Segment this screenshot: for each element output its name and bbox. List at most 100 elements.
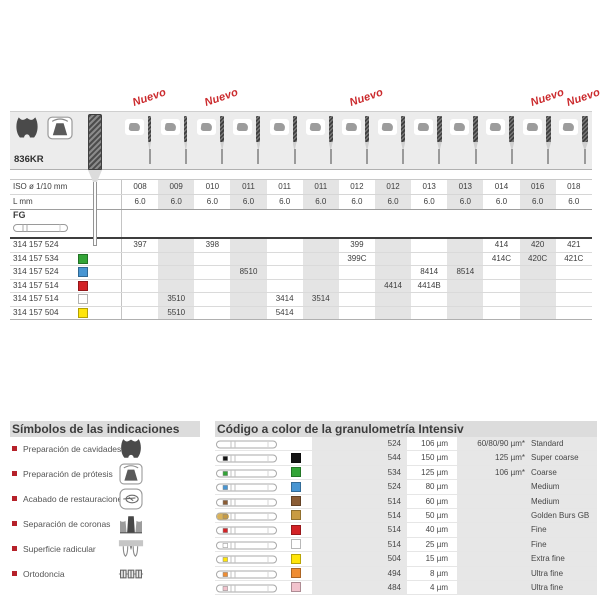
legend-code: 484	[312, 580, 407, 595]
bur-shank	[366, 149, 368, 164]
legend-extra-grain: 125 µm*	[457, 451, 527, 465]
legend-color-square	[291, 481, 301, 492]
bur-icon	[256, 116, 261, 164]
symbols-list: Preparación de cavidades Preparación de p…	[10, 437, 200, 587]
bur-neck	[220, 142, 224, 149]
symbol-label: Preparación de prótesis	[23, 469, 113, 479]
order-number-cell	[411, 239, 447, 252]
order-number-cell	[447, 293, 484, 306]
shank-type-label: FG	[13, 210, 26, 220]
bur-shank	[402, 149, 405, 164]
bur-shank	[438, 149, 441, 164]
symbol-item: Acabado de restauraciones	[10, 487, 200, 512]
bur-icon	[509, 116, 515, 164]
legend-color-cell	[289, 437, 312, 450]
length-value: 6.0	[351, 197, 363, 206]
legend-grain-size: 25 µm	[425, 539, 448, 549]
shank-cell	[303, 210, 339, 237]
legend-bur-icon	[215, 552, 289, 565]
legend-code: 514	[312, 523, 407, 537]
legend-grit-name: Fine	[527, 537, 597, 552]
legend-code: 534	[312, 465, 407, 480]
bur-shank	[184, 149, 187, 164]
order-number-cell	[230, 239, 267, 252]
tooth-thumb-icon	[273, 123, 286, 131]
order-number-cell	[267, 280, 303, 293]
iso-value: 011	[230, 180, 267, 194]
legend-grit-name: Coarse	[527, 465, 597, 480]
product-row: 314 157 514 4414 4414B	[10, 278, 592, 293]
legend-grain-size: 125 µm	[421, 467, 448, 477]
iso-value: 008	[133, 182, 147, 191]
order-number-cell	[302, 239, 339, 252]
order-number-cell	[158, 279, 195, 292]
legend-row: 534 125 µm 106 µm* Coarse	[215, 465, 597, 481]
order-number-cell	[483, 293, 519, 306]
order-number-cell	[483, 266, 519, 279]
bur-head	[148, 116, 151, 142]
crown-separation-icon	[118, 513, 144, 535]
length-value: 6.0	[230, 195, 267, 209]
legend-grit-name: Super coarse	[527, 451, 597, 465]
length-value: 6.0	[568, 197, 580, 206]
legend-grit-name: Ultra fine	[527, 566, 597, 580]
legend-grit-name: Ultra fine	[527, 580, 597, 595]
featured-bur-neck	[88, 170, 102, 182]
bur-shank	[547, 149, 550, 164]
bullet-icon	[12, 571, 17, 576]
order-number-cell	[519, 279, 556, 292]
symbol-label: Ortodoncia	[23, 569, 65, 579]
bur-head	[328, 116, 333, 142]
order-number-cell	[122, 266, 158, 279]
order-number-cell	[374, 252, 412, 265]
legend-grain-size: 50 µm	[425, 510, 448, 520]
iso-value: 013	[447, 180, 484, 194]
tooth-thumb-icon	[417, 123, 430, 131]
order-number-cell	[447, 252, 484, 265]
order-number-cell	[411, 307, 447, 320]
tooth-thumb-icon	[453, 123, 466, 131]
legend-extra-grain: 106 µm*	[457, 465, 527, 480]
legend-bur-icon	[215, 495, 289, 508]
header-cell	[339, 112, 375, 169]
bur-head	[400, 116, 406, 142]
order-number-cell	[302, 306, 339, 319]
bur-icon	[184, 116, 188, 164]
order-number-cell	[483, 280, 519, 293]
length-value: 6.0	[279, 197, 291, 206]
product-code: 314 157 524	[13, 240, 59, 249]
legend-bur-icon	[215, 437, 289, 450]
shape-icons	[14, 116, 74, 140]
order-number-cell: 3514	[302, 293, 339, 306]
legend-code: 514	[312, 508, 407, 523]
legend-grain-size: 4 µm	[430, 582, 448, 592]
header-cell	[303, 112, 339, 169]
legend-code: 504	[312, 552, 407, 566]
order-number-cell	[230, 279, 267, 292]
bullet-icon	[12, 496, 17, 501]
order-number-cell	[230, 306, 267, 319]
legend-grain-size: 80 µm	[425, 482, 448, 492]
legend-color-cell	[289, 466, 312, 479]
order-number-cell	[194, 253, 230, 266]
product-code: 314 157 524	[13, 267, 59, 276]
shank-cell	[411, 210, 447, 237]
order-number-cell	[556, 307, 592, 320]
order-number-cell	[447, 279, 484, 292]
product-row: 314 157 514 3510 3414 3514	[10, 292, 592, 306]
legend-row: 514 40 µm Fine	[215, 523, 597, 538]
grit-color-code-section: Código a color de la granulometría Inten…	[215, 421, 597, 596]
order-number-cell	[374, 306, 412, 319]
tooth-thumb-icon	[309, 123, 322, 131]
order-number-cell	[158, 252, 195, 265]
indication-symbols-section: Símbolos de las indicaciones Preparación…	[10, 421, 200, 587]
fg-bur-icon	[13, 223, 69, 236]
order-number-cell	[158, 239, 195, 252]
legend-extra-grain: 60/80/90 µm*	[457, 437, 527, 451]
order-number-cell	[483, 307, 519, 320]
legend-code: 524	[312, 480, 407, 494]
legend-row: 514 25 µm Fine	[215, 537, 597, 553]
shank-cell	[267, 210, 303, 237]
product-row: 314 157 534 399C 414C 420C 421C	[10, 251, 592, 266]
order-number-cell: 399C	[347, 253, 367, 263]
